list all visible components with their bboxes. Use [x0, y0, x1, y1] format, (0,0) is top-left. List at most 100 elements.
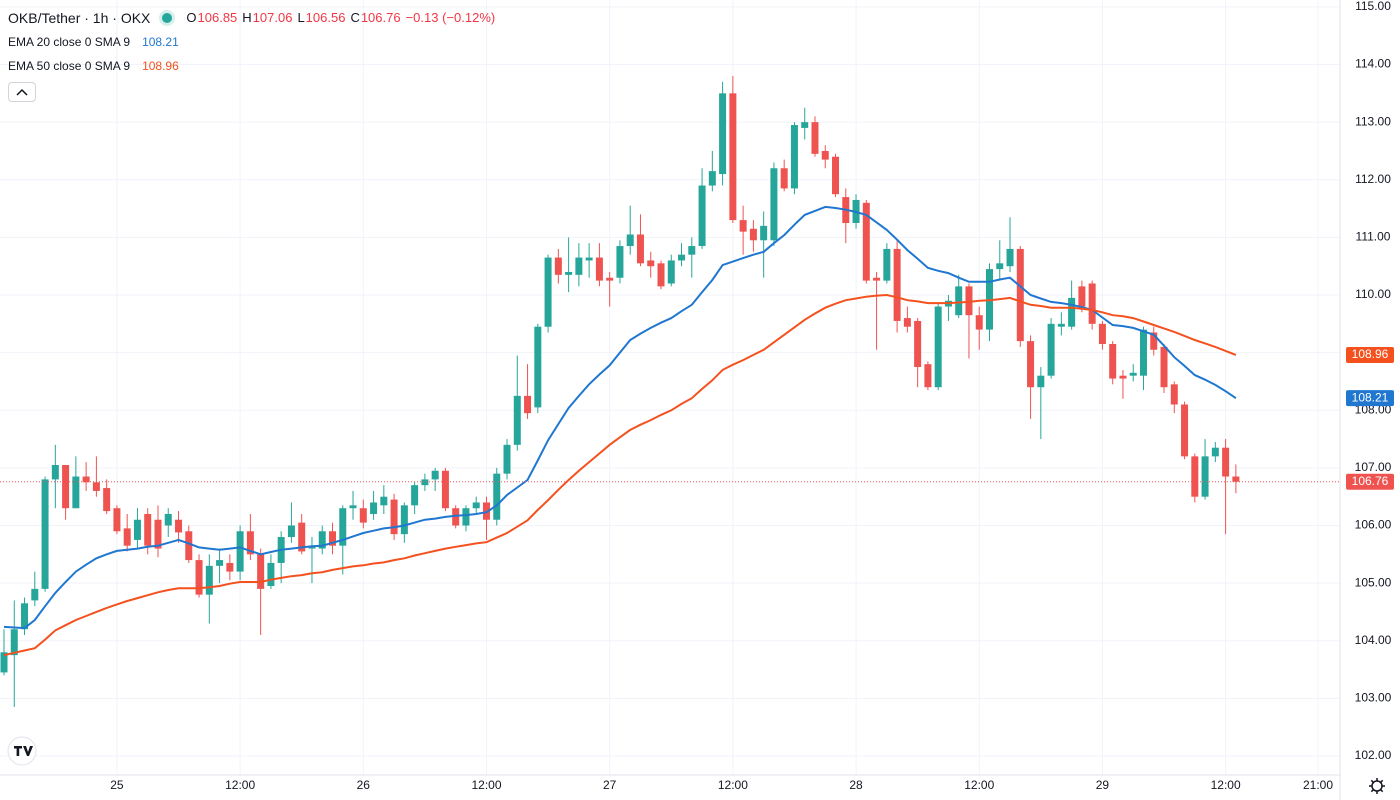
- y-tick-label: 110.00: [1355, 287, 1391, 301]
- candle-body: [924, 364, 932, 388]
- candle-body: [1129, 372, 1137, 376]
- y-tick-label: 102.00: [1355, 748, 1392, 762]
- candle-body: [359, 508, 367, 523]
- candle-body: [914, 320, 922, 368]
- ohlc-letter: L: [297, 10, 305, 25]
- ohlc-letter: O: [186, 10, 197, 25]
- candle-body: [801, 122, 809, 128]
- candle-body: [595, 257, 603, 281]
- candle-body: [236, 531, 244, 572]
- candle-body: [667, 260, 675, 284]
- candle-body: [1088, 283, 1096, 324]
- indicator-name: EMA 50 close 0 SMA 9: [8, 59, 131, 73]
- candle-body: [431, 470, 439, 480]
- candle-body: [1068, 297, 1076, 327]
- ema-line: [3, 205, 1237, 630]
- candle-body: [688, 246, 696, 255]
- last-price-tag-bg: [1346, 473, 1394, 490]
- candle-body: [31, 588, 39, 601]
- candle-body: [749, 228, 757, 241]
- candle-body: [965, 286, 973, 316]
- x-tick-label: 29: [1096, 778, 1110, 792]
- series-price-tag: 108.21: [1352, 390, 1389, 404]
- candle-body: [893, 248, 901, 321]
- candle-body: [164, 513, 172, 526]
- symbol-title: OKB/Tether · 1h · OKX: [8, 10, 151, 26]
- x-tick-label: 21:00: [1303, 778, 1333, 792]
- series-price-tag: 108.96: [1352, 347, 1389, 361]
- candle-body: [421, 479, 429, 486]
- candle-body: [441, 470, 449, 509]
- candle-body: [585, 257, 593, 261]
- candle-body: [780, 168, 788, 189]
- candle-body: [1170, 384, 1178, 405]
- x-tick-label: 26: [357, 778, 371, 792]
- collapse-button[interactable]: [8, 82, 36, 102]
- candle-body: [636, 234, 644, 264]
- candle-body: [400, 505, 408, 535]
- y-tick-label: 104.00: [1355, 633, 1392, 647]
- candle-body: [955, 286, 963, 316]
- candle-body: [185, 531, 193, 561]
- candle-body: [113, 508, 121, 532]
- last-price-tag: 106.76: [1352, 474, 1389, 488]
- candle-body: [1047, 323, 1055, 376]
- ohlc-row: OKB/Tether · 1h · OKX O 106.85 H 107.06 L 106…: [8, 6, 500, 30]
- candle-body: [175, 519, 183, 533]
- candle-body: [862, 202, 870, 281]
- candle-body: [811, 122, 819, 154]
- indicator-row: EMA 50 close 0 SMA 9 108.96: [8, 54, 500, 78]
- candle-body: [503, 444, 511, 474]
- candle-body: [154, 519, 162, 549]
- candle-body: [903, 318, 911, 327]
- candle-body: [390, 499, 398, 535]
- candle-body: [246, 531, 254, 555]
- y-tick-label: 103.00: [1355, 691, 1392, 705]
- candle-body: [698, 185, 706, 247]
- tradingview-logo[interactable]: [7, 736, 37, 766]
- y-tick-label: 111.00: [1356, 230, 1391, 244]
- indicator-row: EMA 20 close 0 SMA 9 108.21: [8, 30, 500, 54]
- y-tick-label: 107.00: [1355, 460, 1392, 474]
- chevron-up: [16, 88, 28, 96]
- candle-body: [380, 496, 388, 506]
- candle-body: [1037, 375, 1045, 388]
- candle-body: [790, 125, 798, 189]
- candle-body: [370, 502, 378, 514]
- candle-body: [349, 505, 357, 509]
- y-tick-label: 113.00: [1355, 114, 1391, 128]
- candle-body: [832, 156, 840, 195]
- candle-body: [729, 93, 737, 221]
- y-tick-label: 106.00: [1355, 518, 1392, 532]
- candle-body: [708, 171, 716, 186]
- candle-body: [21, 603, 29, 630]
- indicator-value: 108.21: [142, 35, 179, 49]
- candle-body: [534, 326, 542, 408]
- candle-body: [1201, 456, 1209, 497]
- candle-body: [554, 257, 562, 275]
- candle-body: [329, 531, 336, 546]
- candle-body: [524, 395, 532, 414]
- candle-body: [1098, 323, 1106, 344]
- candle-body: [62, 465, 70, 509]
- candle-body: [318, 531, 326, 549]
- x-tick-label: 12:00: [471, 778, 501, 792]
- x-tick-label: 12:00: [1211, 778, 1241, 792]
- candle-body: [760, 225, 768, 241]
- candle-body: [739, 220, 747, 232]
- indicator-name: EMA 20 close 0 SMA 9: [8, 35, 131, 49]
- candle-body: [452, 508, 460, 526]
- candle-body: [975, 315, 983, 330]
- candle-body: [1109, 343, 1117, 379]
- settings-button[interactable]: [1369, 778, 1385, 794]
- candle-body: [103, 488, 111, 512]
- candle-body: [657, 263, 665, 287]
- candle-body: [1160, 346, 1168, 388]
- x-tick-label: 12:00: [964, 778, 994, 792]
- candle-body: [1232, 476, 1240, 482]
- candle-body: [544, 257, 552, 327]
- candle-body: [195, 560, 203, 595]
- candle-body: [565, 271, 573, 275]
